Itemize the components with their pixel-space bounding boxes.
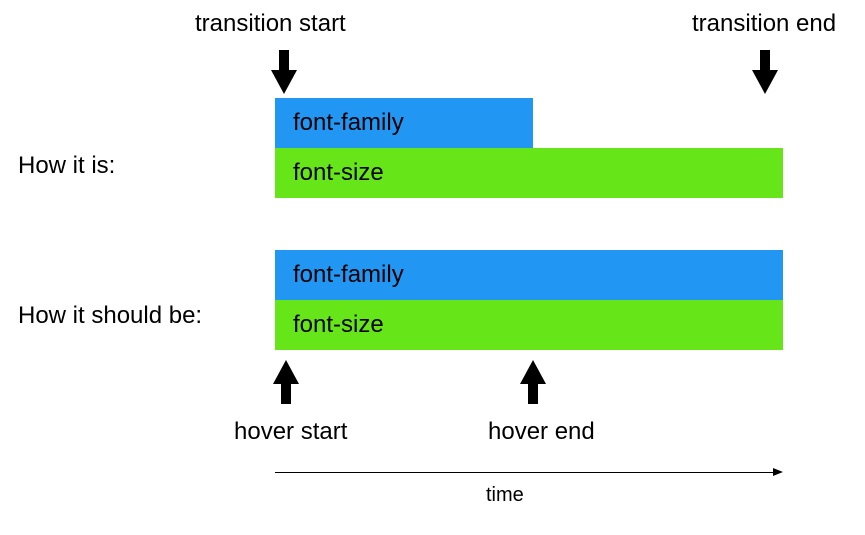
- bar-text: font-family: [293, 109, 404, 137]
- hover-start-label: hover start: [234, 418, 347, 446]
- bar-text: font-family: [293, 261, 404, 289]
- time-axis: [275, 472, 775, 473]
- transition-start-arrow: [271, 70, 297, 94]
- hover-start-arrow: [273, 360, 299, 384]
- transition-end-arrow: [752, 70, 778, 94]
- row1-bar-font-size: font-size: [275, 148, 783, 198]
- transition-timing-diagram: transition start transition end How it i…: [0, 0, 865, 535]
- bar-text: font-size: [293, 159, 384, 187]
- row2-label: How it should be:: [18, 302, 202, 330]
- row2-bar-font-family: font-family: [275, 250, 783, 300]
- transition-start-label: transition start: [195, 10, 346, 38]
- transition-end-label: transition end: [692, 10, 836, 38]
- row1-label: How it is:: [18, 152, 115, 180]
- bar-text: font-size: [293, 311, 384, 339]
- row2-bar-font-size: font-size: [275, 300, 783, 350]
- hover-end-label: hover end: [488, 418, 595, 446]
- time-axis-label: time: [486, 484, 524, 507]
- row1-bar-font-family: font-family: [275, 98, 533, 148]
- hover-end-arrow: [520, 360, 546, 384]
